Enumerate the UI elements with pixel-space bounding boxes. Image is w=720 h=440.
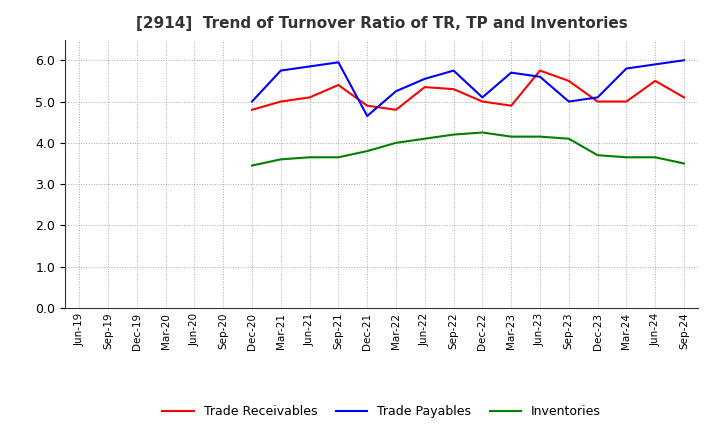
Inventories (276, 157, 285, 162)
Trade Receivables (593, 99, 602, 104)
Inventories (507, 134, 516, 139)
Inventories (248, 163, 256, 168)
Trade Payables (420, 76, 429, 81)
Trade Payables (478, 95, 487, 100)
Trade Payables (305, 64, 314, 69)
Inventories (680, 161, 688, 166)
Inventories (305, 154, 314, 160)
Trade Payables (593, 95, 602, 100)
Trade Receivables (392, 107, 400, 113)
Trade Receivables (536, 68, 544, 73)
Trade Receivables (651, 78, 660, 84)
Inventories (392, 140, 400, 146)
Inventories (334, 154, 343, 160)
Trade Receivables (305, 95, 314, 100)
Trade Receivables (363, 103, 372, 108)
Trade Payables (449, 68, 458, 73)
Inventories (449, 132, 458, 137)
Inventories (536, 134, 544, 139)
Legend: Trade Receivables, Trade Payables, Inventories: Trade Receivables, Trade Payables, Inven… (157, 400, 606, 423)
Trade Receivables (276, 99, 285, 104)
Trade Receivables (420, 84, 429, 90)
Trade Receivables (564, 78, 573, 84)
Inventories (420, 136, 429, 141)
Trade Payables (248, 99, 256, 104)
Title: [2914]  Trend of Turnover Ratio of TR, TP and Inventories: [2914] Trend of Turnover Ratio of TR, TP… (136, 16, 627, 32)
Trade Payables (651, 62, 660, 67)
Trade Payables (363, 114, 372, 119)
Inventories (651, 154, 660, 160)
Trade Payables (622, 66, 631, 71)
Line: Trade Receivables: Trade Receivables (252, 70, 684, 110)
Trade Receivables (248, 107, 256, 113)
Trade Payables (276, 68, 285, 73)
Inventories (478, 130, 487, 135)
Trade Receivables (507, 103, 516, 108)
Inventories (564, 136, 573, 141)
Trade Payables (334, 60, 343, 65)
Inventories (622, 154, 631, 160)
Trade Receivables (334, 82, 343, 88)
Trade Receivables (622, 99, 631, 104)
Inventories (593, 153, 602, 158)
Trade Payables (392, 88, 400, 94)
Trade Receivables (680, 95, 688, 100)
Trade Payables (680, 58, 688, 63)
Inventories (363, 148, 372, 154)
Line: Trade Payables: Trade Payables (252, 60, 684, 116)
Trade Receivables (478, 99, 487, 104)
Line: Inventories: Inventories (252, 132, 684, 165)
Trade Payables (536, 74, 544, 79)
Trade Payables (564, 99, 573, 104)
Trade Payables (507, 70, 516, 75)
Trade Receivables (449, 87, 458, 92)
